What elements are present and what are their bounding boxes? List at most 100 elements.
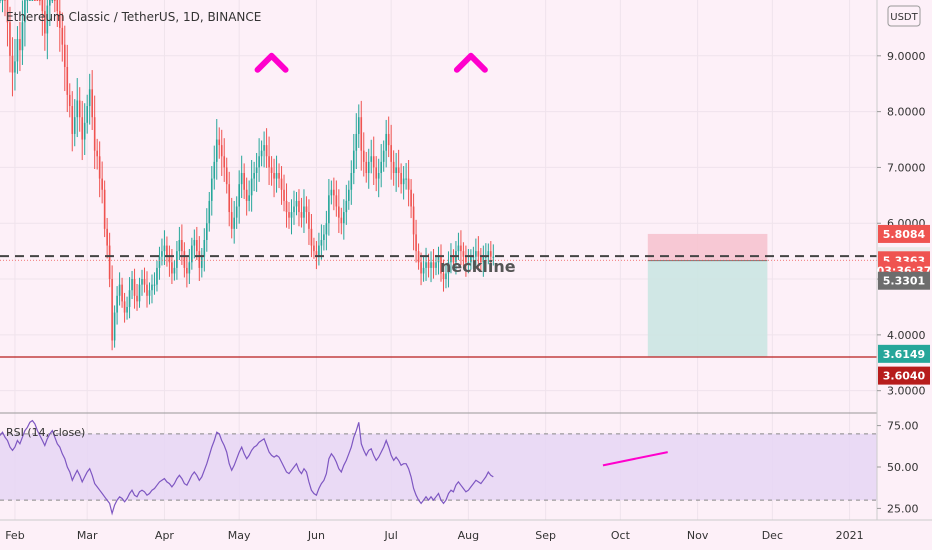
candle-body (24, 0, 26, 23)
candle-body (280, 178, 283, 190)
candle (338, 189, 340, 233)
candle-body (178, 239, 181, 252)
rsi-title[interactable]: RSI (14, close) (6, 426, 85, 439)
candle (278, 163, 280, 189)
price-tick-label: 4.0000 (887, 329, 926, 342)
take-profit-zone[interactable] (647, 260, 768, 357)
candle (19, 21, 21, 72)
rsi-line[interactable] (0, 419, 494, 516)
candle-body (141, 279, 143, 285)
position-tool[interactable] (647, 233, 768, 357)
candle (14, 39, 16, 91)
candle (34, 0, 36, 1)
currency-button[interactable]: USDT (887, 5, 921, 27)
candle (138, 277, 141, 308)
candle (255, 152, 258, 192)
shoulder-marker[interactable] (254, 52, 289, 73)
candle (193, 229, 196, 259)
candle (61, 12, 64, 62)
price-tick-label: 9.0000 (887, 50, 926, 63)
candle (131, 270, 133, 300)
candle (392, 150, 395, 186)
candle-body (200, 256, 203, 268)
candle-body (430, 262, 432, 268)
pattern-annotations[interactable] (254, 52, 488, 73)
candle-body (4, 0, 6, 1)
candle-body (397, 167, 400, 174)
candle-body (41, 0, 44, 12)
candle-body (205, 223, 208, 240)
candle (447, 251, 450, 288)
candle-body (146, 284, 148, 296)
candle-body (420, 262, 422, 274)
candle-body (490, 251, 492, 257)
candle (136, 283, 138, 311)
rsi-pane[interactable] (0, 419, 877, 516)
candle-body (9, 22, 11, 56)
candle (186, 257, 188, 288)
candle (39, 0, 41, 6)
candle (367, 148, 370, 189)
rsi-tick-label: 25.00 (887, 502, 919, 515)
candle-body (425, 262, 427, 268)
candle (375, 156, 378, 192)
candle (76, 78, 79, 138)
time-tick-label: Jul (384, 529, 398, 542)
candle-body (183, 251, 186, 268)
rsi-tick-label: 75.00 (887, 420, 919, 433)
candle (6, 0, 9, 47)
price-badge-bg (878, 224, 930, 243)
price-badge-label: 5.8084 (883, 228, 926, 241)
candle-body (472, 256, 475, 258)
candle (415, 219, 417, 263)
candle (475, 238, 477, 266)
candle (188, 248, 191, 285)
time-tick-label: May (228, 529, 251, 542)
candle-body (138, 284, 141, 302)
candle (41, 0, 44, 36)
candle (253, 161, 255, 192)
candle (290, 199, 293, 235)
top-marker[interactable] (453, 52, 488, 73)
symbol-title[interactable]: Ethereum Classic / TetherUS, 1D, BINANCE (6, 10, 261, 24)
time-axis[interactable]: Feb Mar Apr May Jun Jul Aug Sep Oct Nov Dec 2021 (5, 529, 863, 542)
candle (44, 0, 46, 51)
time-tick-label: Jun (307, 529, 325, 542)
candle-body (333, 189, 335, 196)
candle-body (113, 312, 116, 341)
candle (275, 155, 278, 193)
candle (51, 0, 54, 4)
candle-body (480, 256, 482, 263)
candle-body (176, 251, 178, 268)
candle-body (151, 284, 153, 291)
candle-body (51, 0, 54, 1)
candle-body (482, 256, 485, 263)
candle-body (96, 150, 98, 157)
price-badges: 5.80845.41045.336303:36:375.33013.61493.… (877, 224, 931, 385)
candle-body (278, 173, 280, 179)
candle-body (1, 0, 4, 1)
candle (123, 292, 126, 323)
candle-body (230, 212, 233, 229)
candle (397, 149, 400, 188)
candle-body (283, 189, 285, 201)
candle (365, 151, 368, 183)
candle (265, 128, 268, 168)
rsi-divergence-trendline[interactable] (602, 451, 668, 467)
candle-body (208, 200, 211, 224)
candle (400, 163, 402, 194)
candle-body (143, 279, 146, 285)
candle-body (171, 262, 173, 274)
candle-body (14, 61, 16, 73)
candle (333, 177, 335, 211)
candle (315, 241, 318, 270)
horizontal-lines[interactable]: neckline (0, 255, 877, 358)
candle-body (350, 173, 353, 190)
candle (320, 224, 323, 260)
candle (412, 193, 415, 251)
candle (372, 136, 375, 186)
candle-body (377, 173, 380, 179)
candle (440, 244, 442, 282)
rsi-axis[interactable]: 25.00 50.00 75.00 (877, 420, 919, 516)
